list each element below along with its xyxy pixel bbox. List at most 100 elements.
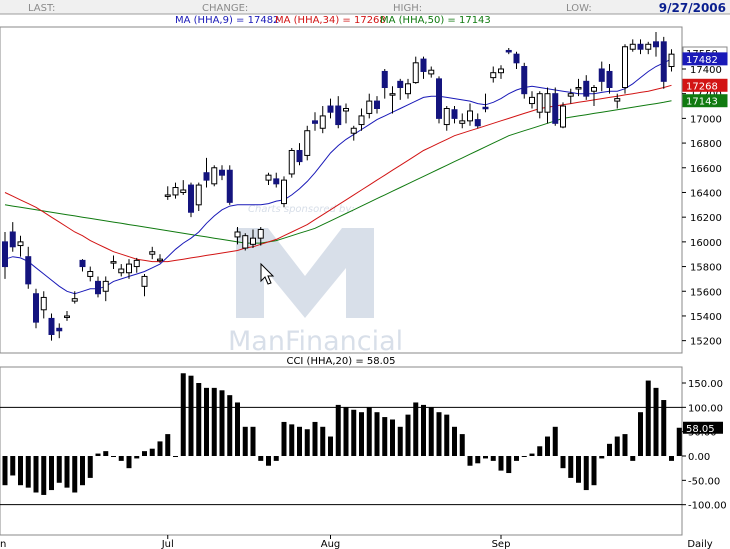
candle-body-down	[312, 120, 318, 124]
candle	[389, 86, 396, 114]
candle	[575, 78, 582, 97]
candle	[79, 259, 86, 272]
candle	[56, 323, 63, 339]
candle	[126, 259, 132, 279]
candle-body-up	[281, 179, 287, 205]
price-tick-label: 16800	[690, 139, 722, 150]
candle-body-down	[327, 105, 334, 113]
change-label: CHANGE:	[202, 3, 248, 14]
candle	[211, 165, 218, 187]
candle	[312, 112, 318, 131]
cci-bar	[64, 456, 70, 488]
last-label: LAST:	[28, 3, 55, 14]
candle-body-down	[482, 106, 489, 110]
price-tick-label: 16200	[690, 213, 722, 224]
candle-body-down	[9, 231, 16, 248]
cci-bar	[490, 456, 496, 461]
candle	[319, 106, 326, 134]
candle	[71, 291, 78, 304]
price-tag-text: 17482	[686, 55, 718, 66]
cci-bar	[529, 453, 535, 457]
candle	[629, 39, 636, 52]
candle-body-up	[668, 53, 675, 68]
cci-bar	[2, 456, 8, 486]
cci-tick-label: -100.00	[688, 501, 727, 512]
candle-body-down	[296, 149, 303, 163]
candle-body-up	[149, 251, 156, 255]
ma9-line	[4, 58, 672, 295]
x-axis-label: Daily	[687, 539, 712, 549]
candle-body-up	[498, 68, 504, 74]
candle-body-up	[141, 275, 148, 287]
candle-body-down	[637, 43, 644, 50]
candle	[250, 229, 256, 249]
candle-body-down	[505, 49, 512, 53]
candle-body-up	[64, 315, 70, 318]
cci-bar	[498, 456, 504, 471]
candle-body-down	[381, 70, 388, 89]
candle-body-up	[529, 96, 535, 105]
candle	[645, 41, 652, 55]
candle-body-up	[645, 43, 652, 50]
candle	[48, 313, 55, 341]
candle-body-down	[606, 70, 613, 89]
low-label: LOW:	[566, 3, 592, 14]
sponsor-watermark: Charts sponsored by: ManFinancial	[228, 204, 403, 357]
candle	[265, 172, 272, 186]
cci-bar	[87, 456, 93, 478]
ma9-series	[4, 58, 672, 295]
candle	[591, 85, 597, 107]
candle	[172, 182, 179, 199]
candle	[304, 125, 311, 161]
candle-body-up	[211, 167, 218, 185]
candle-body-up	[71, 298, 78, 302]
ma34-line	[4, 84, 672, 263]
cci-bar	[343, 407, 349, 457]
cci-bar	[126, 456, 132, 469]
candle	[110, 255, 117, 270]
cci-bar	[10, 456, 16, 476]
candle-body-down	[2, 241, 8, 268]
candle	[459, 113, 466, 129]
candle	[443, 106, 450, 131]
candle	[498, 65, 504, 79]
candle-body-up	[366, 100, 373, 114]
candle-body-down	[335, 105, 342, 126]
cci-bar	[351, 409, 357, 457]
candle	[2, 231, 8, 279]
candle	[606, 64, 613, 94]
cci-value-tag: 58.05	[683, 421, 723, 435]
cci-bar	[142, 451, 147, 457]
x-axis: n Jul Aug Sep Daily	[0, 535, 713, 549]
candle-body-up	[536, 93, 543, 113]
candle-body-down	[33, 293, 39, 323]
cci-bar	[359, 412, 364, 457]
candle	[296, 143, 303, 166]
candle-body-up	[319, 115, 326, 129]
candle-body-up	[567, 93, 574, 97]
candle-body-down	[598, 68, 605, 82]
cci-bar	[467, 456, 473, 466]
candle-body-up	[265, 174, 272, 181]
cci-bar	[118, 456, 124, 461]
cci-bar	[560, 456, 566, 469]
candle-body-down	[660, 41, 667, 82]
candle-body-up	[87, 271, 94, 277]
cci-bar	[552, 426, 558, 457]
candle	[335, 96, 342, 129]
cci-bar	[103, 451, 109, 457]
candle-body-down	[188, 184, 194, 213]
price-tick-label: 16400	[690, 188, 722, 199]
sponsor-logo-mark	[236, 228, 374, 318]
cci-bar	[242, 426, 248, 457]
candle	[660, 36, 667, 89]
candle-body-up	[133, 259, 140, 268]
candle-body-up	[490, 72, 497, 79]
price-tag-box	[682, 52, 728, 66]
x-axis-label: Sep	[492, 539, 511, 549]
cci-bar	[506, 456, 512, 474]
candle	[64, 311, 70, 321]
candle	[33, 288, 39, 329]
cci-bar	[405, 414, 411, 457]
candle	[622, 44, 628, 94]
